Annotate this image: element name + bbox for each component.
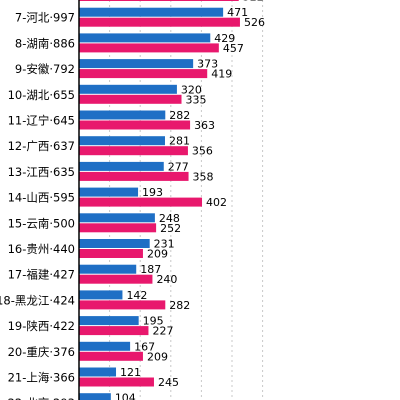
bar-series-a <box>79 59 194 69</box>
category-label: 20-重庆·376 <box>8 345 75 359</box>
category-label: 17-福建·427 <box>8 268 75 282</box>
value-label: 457 <box>223 42 244 55</box>
bar-series-b <box>79 171 189 181</box>
category-label: 16-贵州·440 <box>8 242 75 256</box>
category-label: 18-黑龙江·424 <box>0 293 75 307</box>
value-label: 522 <box>243 0 264 4</box>
value-label: 373 <box>197 58 218 71</box>
value-label: 282 <box>169 109 190 122</box>
bar-series-b <box>79 43 219 53</box>
category-label: 15-云南·500 <box>8 216 75 230</box>
bar-series-b <box>79 300 166 310</box>
value-label: 281 <box>169 135 190 148</box>
bar-series-a <box>79 33 211 43</box>
value-label: 104 <box>115 392 136 400</box>
bar-series-b <box>79 120 191 130</box>
category-label: 14-山西·595 <box>8 191 75 205</box>
value-label: 240 <box>156 273 177 286</box>
bar-series-b <box>79 94 182 104</box>
category-label: 13-江西·635 <box>8 165 75 179</box>
value-label: 363 <box>194 119 215 132</box>
value-label: 121 <box>120 366 141 379</box>
value-label: 471 <box>227 6 248 19</box>
category-label: 9-安徽·792 <box>15 62 75 76</box>
category-label: 19-陕西·422 <box>8 319 75 333</box>
value-label: 167 <box>134 340 155 353</box>
bar-series-a <box>79 393 111 400</box>
category-label: 8-湖南·886 <box>15 36 75 50</box>
category-label: 11-辽宁·645 <box>8 114 75 128</box>
value-labels: 5245224715264294573734193203352823632813… <box>115 0 265 400</box>
bar-series-b <box>79 377 154 387</box>
value-label: 231 <box>154 238 175 251</box>
value-label: 193 <box>142 186 163 199</box>
bar-series-a <box>79 264 137 274</box>
bar-series-a <box>79 341 131 351</box>
value-label: 227 <box>152 325 173 338</box>
bar-series-b <box>79 274 153 284</box>
value-label: 142 <box>126 289 147 302</box>
category-label: 12-广西·637 <box>8 139 75 153</box>
category-label: 22-北京·293 <box>8 396 75 400</box>
bar-series-a <box>79 110 166 120</box>
value-label: 429 <box>214 32 235 45</box>
bar-series-a <box>79 187 139 197</box>
bar-series-a <box>79 316 139 326</box>
value-label: 282 <box>169 299 190 312</box>
bar-series-a <box>79 7 224 17</box>
bar-series-b <box>79 146 188 156</box>
category-label: 7-河北·997 <box>15 11 75 25</box>
bars <box>79 0 240 400</box>
value-label: 209 <box>147 350 168 363</box>
bar-series-b <box>79 249 143 258</box>
value-label: 320 <box>181 83 202 96</box>
value-label: 402 <box>206 196 227 209</box>
bar-series-a <box>79 136 165 146</box>
bar-series-b <box>79 223 157 233</box>
bar-series-b <box>79 17 240 27</box>
category-label: 10-湖北·655 <box>8 88 75 102</box>
value-label: 245 <box>158 376 179 389</box>
bar-series-a <box>79 213 155 223</box>
bar-series-a <box>79 239 150 248</box>
bar-series-b <box>79 69 208 79</box>
value-label: 252 <box>160 222 181 235</box>
value-label: 248 <box>159 212 180 225</box>
value-label: 356 <box>192 145 213 158</box>
category-label: 21-上海·366 <box>8 371 75 385</box>
bar-series-a <box>79 367 117 377</box>
bar-series-a <box>79 84 177 94</box>
bar-series-b <box>79 351 143 361</box>
category-labels: 6-江苏·10467-河北·9978-湖南·8869-安徽·79210-湖北·6… <box>0 11 75 400</box>
bar-series-a <box>79 290 123 300</box>
value-label: 335 <box>186 93 207 106</box>
bar-series-b <box>79 0 239 1</box>
bar-series-a <box>79 161 164 171</box>
value-label: 187 <box>140 263 161 276</box>
value-label: 526 <box>244 16 265 29</box>
value-label: 277 <box>168 160 189 173</box>
value-label: 209 <box>147 248 168 261</box>
value-label: 419 <box>211 68 232 81</box>
bar-series-b <box>79 197 203 207</box>
value-label: 195 <box>143 315 164 328</box>
bar-series-b <box>79 326 149 336</box>
value-label: 358 <box>193 170 214 183</box>
